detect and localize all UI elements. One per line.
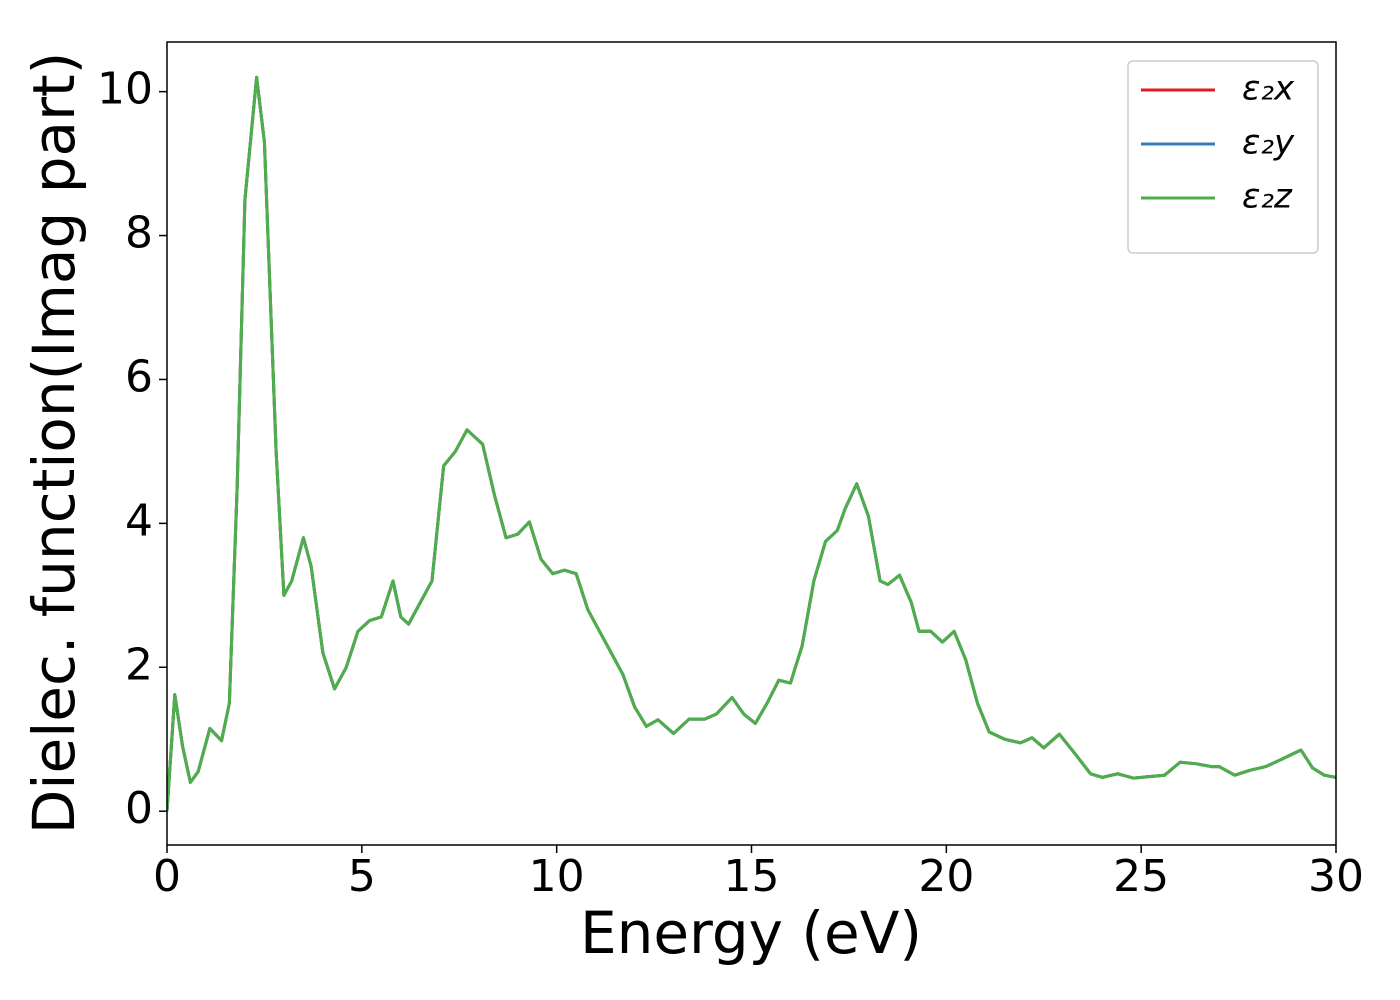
x-tick-label: 5 (348, 851, 376, 902)
x-tick-label: 10 (529, 851, 585, 902)
y-axis-label: Dielec. function(Imag part) (20, 52, 88, 835)
x-tick-label: 25 (1113, 851, 1169, 902)
y-tick-label: 8 (125, 208, 153, 259)
y-tick-label: 4 (125, 495, 153, 546)
x-axis-label: Energy (eV) (580, 899, 922, 967)
y-tick-label: 6 (125, 351, 153, 402)
plot-frame (166, 41, 1337, 846)
x-tick-label: 30 (1308, 851, 1364, 902)
legend-box (1127, 60, 1319, 254)
x-tick-label: 0 (153, 851, 181, 902)
legend-label: ε₂y (1242, 123, 1295, 163)
x-tick-label: 20 (918, 851, 974, 902)
y-tick-label: 0 (125, 783, 153, 834)
data-line (167, 75, 1336, 812)
y-tick-label: 10 (97, 64, 153, 115)
legend-label: ε₂x (1242, 69, 1295, 109)
legend-label: ε₂z (1242, 177, 1293, 217)
y-tick-label: 2 (125, 639, 153, 690)
x-tick-label: 15 (724, 851, 780, 902)
